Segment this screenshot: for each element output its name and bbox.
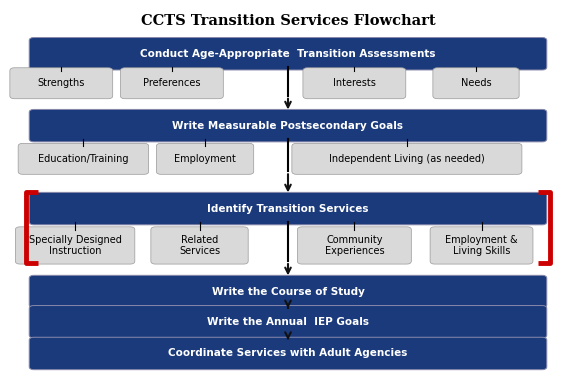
Text: Education/Training: Education/Training bbox=[38, 154, 128, 164]
Text: Employment: Employment bbox=[174, 154, 236, 164]
FancyBboxPatch shape bbox=[29, 192, 547, 225]
FancyBboxPatch shape bbox=[10, 68, 113, 99]
FancyBboxPatch shape bbox=[18, 143, 149, 174]
FancyBboxPatch shape bbox=[292, 143, 522, 174]
Text: Write Measurable Postsecondary Goals: Write Measurable Postsecondary Goals bbox=[172, 121, 404, 131]
Text: Identify Transition Services: Identify Transition Services bbox=[207, 204, 369, 214]
FancyBboxPatch shape bbox=[16, 227, 135, 264]
FancyBboxPatch shape bbox=[120, 68, 223, 99]
Text: Preferences: Preferences bbox=[143, 78, 200, 88]
Text: CCTS Transition Services Flowchart: CCTS Transition Services Flowchart bbox=[141, 13, 435, 28]
FancyBboxPatch shape bbox=[29, 306, 547, 338]
FancyBboxPatch shape bbox=[297, 227, 411, 264]
FancyBboxPatch shape bbox=[151, 227, 248, 264]
Text: Independent Living (as needed): Independent Living (as needed) bbox=[329, 154, 485, 164]
Text: Employment &
Living Skills: Employment & Living Skills bbox=[445, 235, 518, 256]
Text: Write the Annual  IEP Goals: Write the Annual IEP Goals bbox=[207, 317, 369, 327]
Text: Needs: Needs bbox=[461, 78, 491, 88]
Text: Strengths: Strengths bbox=[37, 78, 85, 88]
Text: Interests: Interests bbox=[333, 78, 376, 88]
FancyBboxPatch shape bbox=[433, 68, 519, 99]
Text: Write the Course of Study: Write the Course of Study bbox=[211, 286, 365, 296]
Text: Related
Services: Related Services bbox=[179, 235, 220, 256]
FancyBboxPatch shape bbox=[430, 227, 533, 264]
Text: Specially Designed
Instruction: Specially Designed Instruction bbox=[29, 235, 122, 256]
FancyBboxPatch shape bbox=[303, 68, 406, 99]
Text: Coordinate Services with Adult Agencies: Coordinate Services with Adult Agencies bbox=[168, 348, 408, 359]
FancyBboxPatch shape bbox=[29, 109, 547, 142]
Text: Conduct Age-Appropriate  Transition Assessments: Conduct Age-Appropriate Transition Asses… bbox=[140, 49, 436, 59]
FancyBboxPatch shape bbox=[157, 143, 253, 174]
FancyBboxPatch shape bbox=[29, 337, 547, 370]
Text: Community
Experiences: Community Experiences bbox=[324, 235, 384, 256]
FancyBboxPatch shape bbox=[29, 38, 547, 70]
FancyBboxPatch shape bbox=[29, 275, 547, 308]
